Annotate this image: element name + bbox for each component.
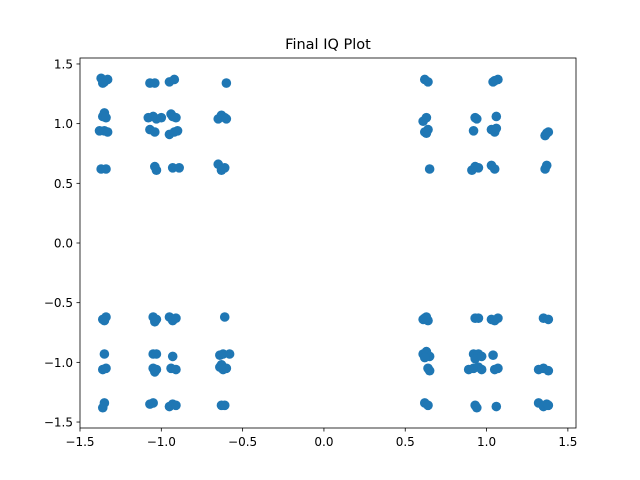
- data-point: [543, 400, 554, 411]
- data-point: [101, 164, 111, 174]
- data-point: [99, 398, 110, 408]
- x-tick-label: 1.0: [477, 435, 496, 449]
- points-layer: [94, 73, 554, 413]
- data-point: [151, 349, 162, 359]
- data-point: [169, 74, 180, 85]
- data-point: [99, 315, 110, 326]
- data-point: [493, 363, 503, 374]
- data-point: [476, 351, 487, 362]
- data-point: [421, 128, 432, 138]
- data-point: [174, 163, 184, 173]
- data-point: [150, 127, 160, 137]
- data-point: [543, 314, 554, 325]
- data-point: [472, 402, 482, 413]
- data-point: [151, 364, 162, 375]
- data-point: [167, 351, 178, 362]
- data-point: [151, 314, 162, 325]
- x-tick-label: −1.0: [147, 435, 176, 449]
- data-point: [419, 313, 430, 323]
- data-point: [219, 312, 230, 322]
- data-point: [101, 363, 111, 374]
- data-point: [473, 163, 484, 173]
- data-point: [421, 112, 432, 123]
- data-point: [156, 112, 167, 123]
- x-tick-label: 1.5: [558, 435, 577, 449]
- data-point: [102, 127, 113, 137]
- data-point: [473, 313, 484, 323]
- data-point: [491, 123, 502, 134]
- x-tick-label: −0.5: [228, 435, 257, 449]
- y-tick-label: 0.0: [54, 237, 73, 251]
- data-point: [172, 126, 183, 136]
- data-point: [472, 114, 482, 124]
- data-point: [171, 400, 181, 411]
- data-point: [424, 164, 435, 174]
- data-point: [99, 349, 110, 359]
- data-point: [423, 400, 433, 411]
- y-tick-label: −0.5: [44, 296, 73, 310]
- data-point: [541, 160, 552, 171]
- y-tick-label: −1.5: [44, 416, 73, 430]
- data-point: [489, 164, 500, 174]
- data-point: [148, 398, 158, 408]
- y-tick-label: 0.5: [54, 177, 73, 191]
- y-axis: −1.5 −1.0 −0.5 0.0 0.5 1.0 1.5: [44, 57, 80, 430]
- data-point: [97, 78, 108, 88]
- data-point: [151, 165, 162, 175]
- data-point: [221, 114, 232, 124]
- data-point: [219, 400, 230, 411]
- data-point: [541, 128, 552, 138]
- y-tick-label: 1.5: [54, 57, 73, 71]
- data-point: [423, 77, 433, 87]
- data-point: [424, 365, 435, 376]
- data-point: [101, 112, 111, 123]
- chart-title: Final IQ Plot: [285, 37, 371, 53]
- data-point: [476, 364, 487, 375]
- x-axis: −1.5 −1.0 −0.5 0.0 0.5 1.0 1.5: [65, 428, 577, 449]
- data-point: [171, 313, 181, 323]
- data-point: [468, 126, 479, 136]
- data-point: [488, 350, 498, 360]
- data-point: [491, 401, 502, 412]
- data-point: [216, 359, 227, 370]
- y-tick-label: 1.0: [54, 117, 73, 131]
- data-point: [224, 349, 235, 359]
- data-point: [171, 364, 181, 375]
- x-tick-label: 0.0: [314, 435, 333, 449]
- data-point: [491, 111, 502, 122]
- data-point: [219, 163, 230, 173]
- data-point: [493, 313, 503, 323]
- y-tick-label: −1.0: [44, 356, 73, 370]
- x-tick-label: −1.5: [65, 435, 94, 449]
- x-tick-label: 0.5: [396, 435, 415, 449]
- data-point: [489, 75, 500, 86]
- data-point: [543, 365, 554, 376]
- data-point: [150, 78, 160, 88]
- data-point: [419, 352, 430, 363]
- data-point: [167, 111, 178, 122]
- data-point: [221, 78, 232, 88]
